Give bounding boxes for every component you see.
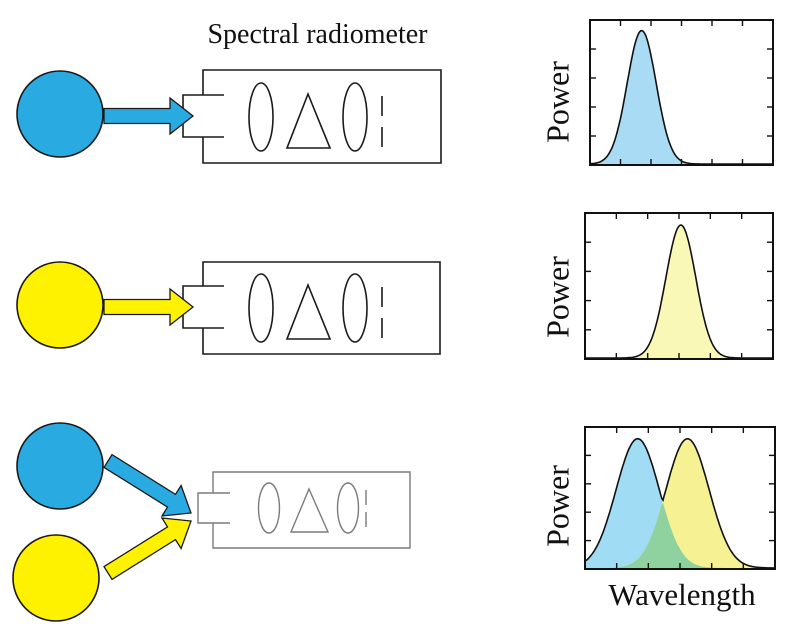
spectrum-yellow-source — [584, 212, 774, 360]
beam-arrow-blue-2 — [103, 453, 192, 517]
spectrum-mixed-sources — [584, 426, 776, 570]
prism-icon — [285, 91, 332, 149]
entrance-slit-icon — [197, 492, 230, 524]
spectrum-fill-1 — [586, 438, 774, 568]
beam-arrow-blue-1 — [103, 96, 195, 136]
lens-icon-1 — [248, 82, 274, 152]
spectrum-fill-2 — [586, 438, 774, 568]
light-source-blue-2 — [16, 422, 104, 510]
lens-icon-2 — [342, 273, 368, 343]
lens-icon-1 — [248, 273, 274, 343]
x-axis-label-wavelength: Wavelength — [608, 577, 756, 612]
y-axis-label-power-3: Power — [539, 465, 576, 547]
prism-icon — [285, 282, 332, 340]
light-source-yellow-1 — [16, 261, 104, 349]
spectrum-fill-1 — [586, 225, 772, 358]
spectrum-blue-source — [589, 19, 774, 166]
y-axis-label-power-2: Power — [539, 256, 576, 338]
light-source-yellow-2 — [12, 534, 100, 622]
radiometer-box — [212, 471, 411, 549]
light-source-blue-1 — [16, 70, 104, 158]
radiometer-box — [202, 69, 442, 164]
prism-icon — [289, 487, 330, 533]
radiometer-3 — [197, 471, 411, 549]
lens-icon-1 — [257, 482, 281, 534]
spectrum-fill-1 — [591, 30, 772, 164]
beam-arrow-yellow-2 — [103, 517, 192, 581]
beam-arrow-yellow-1 — [103, 287, 195, 327]
lens-icon-2 — [342, 82, 368, 152]
radiometer-1 — [182, 69, 442, 164]
y-axis-label-power-1: Power — [539, 61, 576, 143]
spectrum-overlap-fill — [586, 502, 774, 568]
lens-icon-2 — [336, 482, 360, 534]
figure-title: Spectral radiometer — [207, 19, 428, 50]
radiometer-box — [202, 261, 441, 355]
radiometer-2 — [182, 261, 441, 355]
